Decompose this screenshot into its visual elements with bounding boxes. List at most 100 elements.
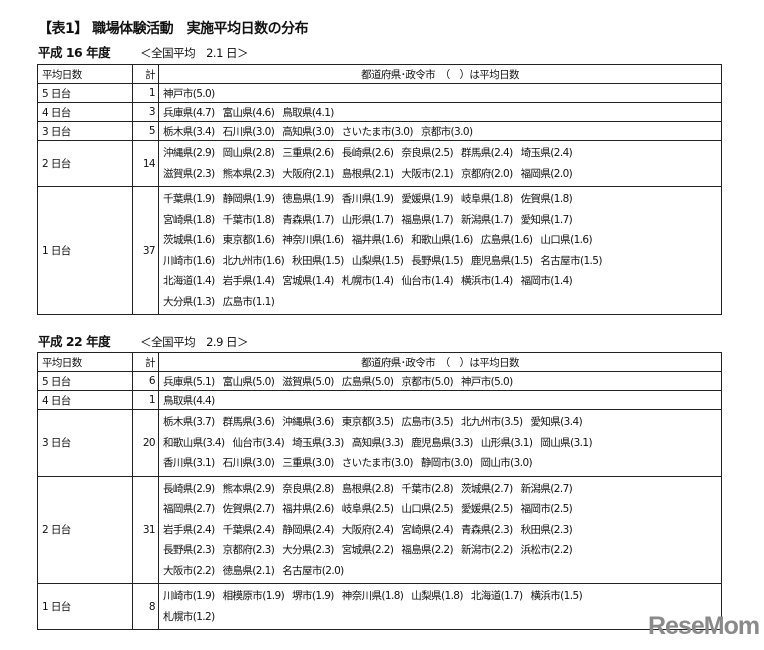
day-range: 4 日台 (37, 390, 133, 410)
count: 1 (132, 390, 159, 410)
region-entry: 山形県(1.7) (341, 213, 394, 226)
region-line: 長野県(2.3) 京都府(2.3) 大分県(2.3) 宮城県(2.2) 福島県(2.2)… (163, 540, 717, 561)
region-entry: 和歌山県(3.4) (163, 436, 225, 449)
region-entry: 兵庫県(4.7) (163, 106, 215, 119)
region-line: 神戸市(5.0) (163, 86, 717, 101)
region-entry: 岡山県(2.8) (222, 147, 275, 159)
region-entry: 群馬県(3.6) (222, 416, 275, 428)
table-row: 2 日台 31 長崎県(2.9) 熊本県(2.9) 奈良県(2.8) 島根県(2.8) 千葉… (37, 475, 722, 584)
region-entry: 石川県(3.0) (222, 457, 275, 469)
region-entry: 熊本県(2.3) (222, 167, 275, 180)
region-entry: 福岡市(2.5) (520, 503, 573, 515)
region-entry: さいたま市(3.0) (341, 125, 414, 138)
region-entry: 広島県(1.6) (480, 234, 533, 246)
region-line: 大分県(1.3) 広島市(1.1) (163, 292, 717, 313)
region-list: 兵庫県(5.1) 富山県(5.0) 滋賀県(5.0) 広島県(5.0) 京都市(5.0)… (158, 371, 722, 391)
region-entry: 鹿児島県(1.5) (470, 254, 533, 267)
region-entry: 静岡県(2.4) (282, 523, 334, 536)
header-row: 平均日数計都道府県･政令市 （ ）は平均日数 (37, 352, 722, 372)
region-entry: 富山県(4.6) (222, 106, 275, 119)
region-entry: 山形県(3.1) (480, 436, 533, 449)
region-list: 栃木県(3.7) 群馬県(3.6) 沖縄県(3.6) 東京都(3.5) 広島市(3.5)… (158, 409, 722, 477)
region-entry: 茨城県(1.6) (163, 234, 215, 246)
region-entry: 沖縄県(3.6) (282, 416, 334, 428)
region-list: 兵庫県(4.7) 富山県(4.6) 鳥取県(4.1) (158, 102, 722, 122)
region-entry: 秋田県(1.5) (292, 254, 344, 267)
region-entry: 岐阜県(1.8) (460, 193, 513, 205)
count: 1 (132, 83, 159, 103)
region-entry: 広島県(5.0) (341, 375, 394, 388)
region-entry: 新潟県(2.7) (520, 482, 573, 495)
region-line: 川崎市(1.9) 相模原市(1.9) 堺市(1.9) 神奈川県(1.8) 山梨県(1.8… (163, 586, 717, 607)
region-line: 宮崎県(1.8) 千葉市(1.8) 青森県(1.7) 山形県(1.7) 福島県(1.7)… (163, 210, 717, 231)
table-row: 2 日台 14 沖縄県(2.9) 岡山県(2.8) 三重県(2.6) 長崎県(2.6) 奈良… (37, 140, 722, 187)
header-row: 平均日数計都道府県･政令市 （ ）は平均日数 (37, 64, 722, 84)
table-h22: 平均日数計都道府県･政令市 （ ）は平均日数 5 日台 6 兵庫県(5.1) 富山県(5… (37, 352, 722, 630)
region-entry: 愛媛県(2.5) (460, 503, 513, 515)
region-line: 沖縄県(2.9) 岡山県(2.8) 三重県(2.6) 長崎県(2.6) 奈良県(2.5)… (163, 143, 717, 164)
region-entry: 福井県(2.6) (282, 503, 334, 515)
day-range: 4 日台 (37, 102, 133, 122)
region-entry: 京都市(5.0) (401, 375, 453, 388)
region-entry: 熊本県(2.9) (222, 482, 275, 495)
table-row: 5 日台 1 神戸市(5.0) (37, 83, 722, 103)
region-entry: 千葉市(2.8) (401, 482, 453, 495)
region-entry: 名古屋市(2.0) (282, 564, 344, 577)
region-list: 千葉県(1.9) 静岡県(1.9) 徳島県(1.9) 香川県(1.9) 愛媛県(1.9)… (158, 186, 722, 315)
count: 3 (132, 102, 159, 122)
count: 6 (132, 371, 159, 391)
region-entry: 岩手県(2.4) (163, 523, 215, 536)
day-range: 1 日台 (37, 583, 133, 630)
region-line: 川崎市(1.6) 北九州市(1.6) 秋田県(1.5) 山梨県(1.5) 長野県(1.5… (163, 251, 717, 272)
region-entry: 静岡市(3.0) (420, 457, 473, 469)
region-entry: 富山県(5.0) (222, 375, 275, 388)
region-entry: 神奈川県(1.6) (282, 234, 344, 246)
region-entry: 東京都(1.6) (222, 234, 275, 246)
region-entry: 千葉市(1.8) (222, 213, 275, 226)
count: 31 (132, 475, 159, 584)
day-range: 1 日台 (37, 186, 133, 315)
region-entry: 大分県(2.3) (282, 544, 334, 556)
region-entry: 川崎市(1.6) (163, 254, 215, 267)
region-entry: 大阪市(2.2) (163, 564, 215, 577)
region-entry: 徳島県(2.1) (222, 564, 275, 577)
region-entry: 鳥取県(4.1) (282, 106, 334, 119)
header-col2: 計 (132, 352, 159, 372)
region-entry: 島根県(2.8) (341, 482, 394, 495)
region-entry: 北九州市(3.5) (460, 416, 523, 428)
region-entry: 佐賀県(2.7) (222, 503, 275, 515)
region-entry: 岡山県(3.1) (540, 436, 592, 449)
table2-national-average: ＜全国平均 2.9 日＞ (140, 335, 249, 349)
region-entry: 横浜市(1.4) (460, 275, 513, 287)
region-list: 栃木県(3.4) 石川県(3.0) 高知県(3.0) さいたま市(3.0) 京都市(3.… (158, 121, 722, 141)
region-line: 栃木県(3.7) 群馬県(3.6) 沖縄県(3.6) 東京都(3.5) 広島市(3.5)… (163, 412, 717, 433)
region-entry: 愛知県(1.7) (520, 213, 573, 226)
region-entry: 福岡県(2.7) (163, 503, 215, 515)
region-entry: 埼玉県(3.3) (292, 436, 344, 449)
region-entry: 神戸市(5.0) (460, 375, 513, 388)
region-entry: 札幌市(1.4) (341, 275, 394, 287)
region-line: 兵庫県(5.1) 富山県(5.0) 滋賀県(5.0) 広島県(5.0) 京都市(5.0)… (163, 374, 717, 389)
day-range: 3 日台 (37, 409, 133, 477)
resemom-logo: ReseMom (648, 612, 760, 640)
region-entry: 群馬県(2.4) (460, 147, 513, 159)
region-list: 長崎県(2.9) 熊本県(2.9) 奈良県(2.8) 島根県(2.8) 千葉市(2.8)… (158, 475, 722, 584)
table1-year: 平成 16 年度 (38, 45, 111, 60)
region-entry: 千葉県(1.9) (163, 193, 215, 205)
header-col1: 平均日数 (37, 352, 133, 372)
region-entry: 栃木県(3.4) (163, 125, 215, 138)
region-entry: 仙台市(3.4) (232, 436, 285, 449)
region-entry: 宮崎県(1.8) (163, 213, 215, 226)
region-entry: 北海道(1.4) (163, 275, 215, 287)
region-entry: 長崎県(2.6) (341, 147, 394, 159)
header-col3: 都道府県･政令市 （ ）は平均日数 (158, 352, 722, 372)
region-entry: 香川県(3.1) (163, 457, 215, 469)
region-line: 滋賀県(2.3) 熊本県(2.3) 大阪府(2.1) 島根県(2.1) 大阪市(2.1)… (163, 164, 717, 185)
region-line: 香川県(3.1) 石川県(3.0) 三重県(3.0) さいたま市(3.0) 静岡市(3.… (163, 453, 717, 474)
region-entry: 北九州市(1.6) (222, 254, 285, 267)
region-entry: 堺市(1.9) (292, 590, 334, 602)
day-range: 2 日台 (37, 475, 133, 584)
region-entry: 山口県(2.5) (401, 503, 453, 515)
region-entry: 石川県(3.0) (222, 125, 275, 138)
day-range: 5 日台 (37, 83, 133, 103)
